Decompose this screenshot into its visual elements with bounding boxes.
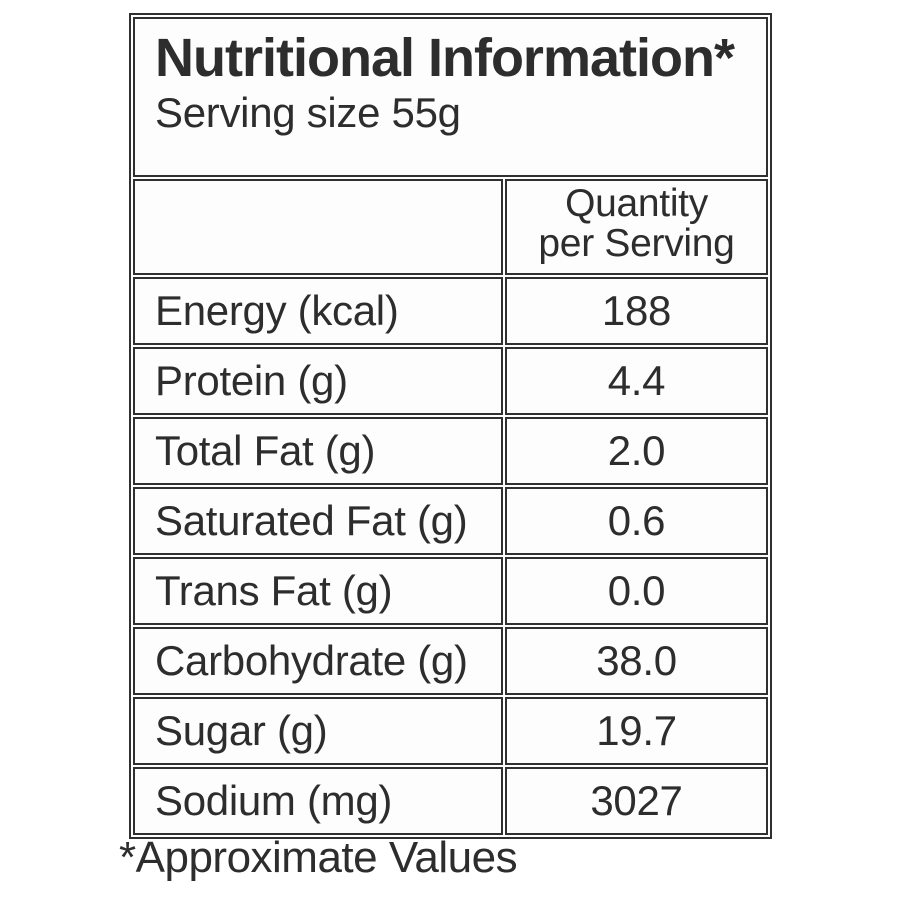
- table-row-carbohydrate: Carbohydrate (g) 38.0: [133, 627, 768, 695]
- nutrient-label: Protein (g): [133, 347, 503, 415]
- quantity-header-line2: per Serving: [538, 222, 735, 265]
- nutrition-table: Nutritional Information* Serving size 55…: [129, 13, 772, 839]
- table-row-saturated-fat: Saturated Fat (g) 0.6: [133, 487, 768, 555]
- nutrient-label: Carbohydrate (g): [133, 627, 503, 695]
- table-row-total-fat: Total Fat (g) 2.0: [133, 417, 768, 485]
- column-header-row: Quantity per Serving: [133, 179, 768, 275]
- table-row-sodium: Sodium (mg) 3027: [133, 767, 768, 835]
- nutrient-label: Energy (kcal): [133, 277, 503, 345]
- nutrient-value: 3027: [505, 767, 768, 835]
- table-row-trans-fat: Trans Fat (g) 0.0: [133, 557, 768, 625]
- nutrient-label: Trans Fat (g): [133, 557, 503, 625]
- nutrient-value: 4.4: [505, 347, 768, 415]
- table-row-energy: Energy (kcal) 188: [133, 277, 768, 345]
- table-row-sugar: Sugar (g) 19.7: [133, 697, 768, 765]
- header-blank-cell: [133, 179, 503, 275]
- table-row-protein: Protein (g) 4.4: [133, 347, 768, 415]
- nutrient-value: 19.7: [505, 697, 768, 765]
- title-row: Nutritional Information* Serving size 55…: [133, 17, 768, 177]
- nutrient-value: 38.0: [505, 627, 768, 695]
- quantity-header-line1: Quantity: [565, 182, 708, 225]
- quantity-header-cell: Quantity per Serving: [505, 179, 768, 275]
- title-cell: Nutritional Information* Serving size 55…: [133, 17, 768, 177]
- nutrient-label: Saturated Fat (g): [133, 487, 503, 555]
- nutrient-label: Total Fat (g): [133, 417, 503, 485]
- page-title: Nutritional Information*: [155, 28, 735, 88]
- nutrient-value: 0.0: [505, 557, 768, 625]
- nutrient-value: 2.0: [505, 417, 768, 485]
- approximate-values-footnote: *Approximate Values: [119, 833, 518, 882]
- nutrient-value: 0.6: [505, 487, 768, 555]
- serving-size-label: Serving size 55g: [155, 89, 461, 137]
- nutrient-value: 188: [505, 277, 768, 345]
- nutrient-label: Sodium (mg): [133, 767, 503, 835]
- nutrient-label: Sugar (g): [133, 697, 503, 765]
